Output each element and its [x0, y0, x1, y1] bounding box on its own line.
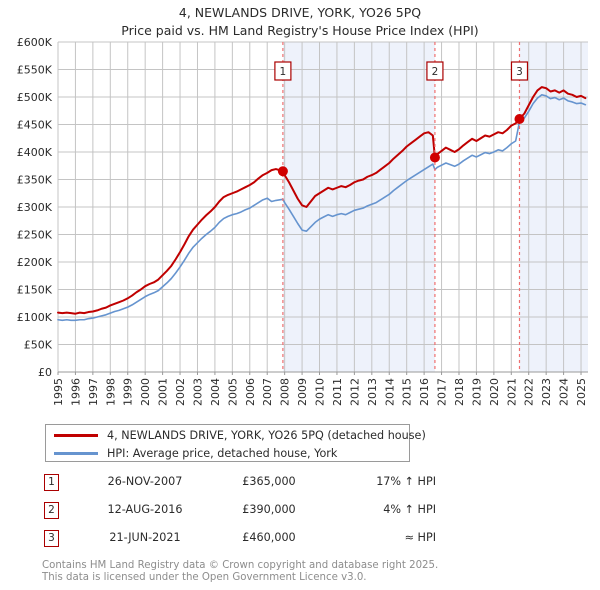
svg-text:2019: 2019 — [470, 378, 483, 406]
footer-line-2: This data is licensed under the Open Gov… — [42, 572, 367, 583]
txn-date: 26-NOV-2007 — [107, 475, 183, 488]
svg-text:1: 1 — [280, 66, 287, 78]
legend-label-hpi: HPI: Average price, detached house, York — [107, 446, 338, 460]
txn-hpi-delta: ≈ HPI — [404, 531, 436, 544]
chart-marker-points — [277, 114, 525, 177]
footer-attribution: Contains HM Land Registry data © Crown c… — [42, 560, 562, 584]
svg-text:£600K: £600K — [17, 36, 53, 49]
txn-date: 21-JUN-2021 — [109, 531, 181, 544]
svg-text:2013: 2013 — [366, 378, 379, 406]
svg-text:£550K: £550K — [17, 64, 53, 77]
svg-text:2004: 2004 — [209, 378, 222, 406]
svg-text:£450K: £450K — [17, 119, 53, 132]
chart-marker-lines — [282, 42, 521, 372]
svg-text:£200K: £200K — [17, 256, 53, 269]
legend-swatch-property — [54, 433, 98, 437]
svg-text:£250K: £250K — [17, 229, 53, 242]
table-row[interactable]: 2 12-AUG-2016 £390,000 4% ↑ HPI — [44, 500, 444, 528]
txn-price: £460,000 — [242, 531, 296, 544]
chart-marker-badges[interactable]: 1 2 3 — [274, 61, 529, 81]
chart-gridlines — [57, 41, 588, 373]
svg-text:1999: 1999 — [122, 378, 135, 406]
footer-line-1: Contains HM Land Registry data © Crown c… — [42, 560, 439, 571]
svg-text:2016: 2016 — [418, 378, 431, 406]
svg-text:2018: 2018 — [453, 378, 466, 406]
svg-text:£150K: £150K — [17, 284, 53, 297]
svg-text:2008: 2008 — [279, 378, 292, 406]
svg-text:£400K: £400K — [17, 146, 53, 159]
svg-text:2001: 2001 — [157, 378, 170, 406]
svg-text:2000: 2000 — [139, 378, 152, 406]
legend-item-property: 4, NEWLANDS DRIVE, YORK, YO26 5PQ (detac… — [46, 426, 426, 444]
svg-text:2002: 2002 — [174, 378, 187, 406]
svg-text:1998: 1998 — [104, 378, 117, 406]
page-subtitle: Price paid vs. HM Land Registry's House … — [121, 23, 479, 38]
svg-text:2023: 2023 — [540, 378, 553, 406]
svg-text:2014: 2014 — [383, 378, 396, 406]
hpi-line-chart: £0 £50K £100K £150K £200K £250K £300K £350K £400… — [17, 36, 588, 406]
svg-text:2025: 2025 — [575, 378, 588, 406]
txn-price: £365,000 — [242, 475, 296, 488]
txn-index-badge: 2 — [44, 502, 59, 519]
page-title: 4, NEWLANDS DRIVE, YORK, YO26 5PQ — [178, 5, 422, 20]
svg-text:1996: 1996 — [69, 378, 82, 406]
svg-text:£100K: £100K — [17, 311, 53, 324]
svg-text:£500K: £500K — [17, 91, 53, 104]
svg-text:2005: 2005 — [226, 378, 239, 406]
legend-item-hpi: HPI: Average price, detached house, York — [46, 444, 409, 462]
chart-title-block: 4, NEWLANDS DRIVE, YORK, YO26 5PQ Price … — [0, 4, 600, 40]
legend-label-property: 4, NEWLANDS DRIVE, YORK, YO26 5PQ (detac… — [107, 428, 426, 442]
txn-index-badge: 3 — [44, 530, 59, 547]
txn-hpi-delta: 17% ↑ HPI — [376, 475, 436, 488]
svg-text:2015: 2015 — [401, 378, 414, 406]
svg-text:3: 3 — [516, 66, 523, 78]
svg-text:£0: £0 — [38, 366, 52, 379]
legend-swatch-hpi — [54, 451, 98, 455]
chart-legend: 4, NEWLANDS DRIVE, YORK, YO26 5PQ (detac… — [45, 424, 426, 462]
svg-text:2020: 2020 — [488, 378, 501, 406]
svg-text:2010: 2010 — [314, 378, 327, 406]
svg-text:2011: 2011 — [331, 378, 344, 406]
svg-text:1997: 1997 — [87, 378, 100, 406]
svg-text:2012: 2012 — [348, 378, 361, 406]
svg-text:2006: 2006 — [244, 378, 257, 406]
svg-text:2009: 2009 — [296, 378, 309, 406]
svg-text:2021: 2021 — [505, 378, 518, 406]
table-row[interactable]: 3 21-JUN-2021 £460,000 ≈ HPI — [44, 528, 444, 556]
svg-text:2: 2 — [432, 66, 439, 78]
svg-text:2022: 2022 — [523, 378, 536, 406]
svg-text:1995: 1995 — [52, 378, 65, 406]
svg-text:£300K: £300K — [17, 201, 53, 214]
txn-index-badge: 1 — [44, 474, 59, 491]
chart-axis-labels: £0 £50K £100K £150K £200K £250K £300K £350K £400… — [17, 36, 53, 379]
svg-text:2003: 2003 — [191, 378, 204, 406]
svg-text:2017: 2017 — [436, 378, 449, 406]
svg-text:£350K: £350K — [17, 174, 53, 187]
chart-x-axis-labels: 1995 1996 1997 1998 1999 2000 2001 2002 2003 2004… — [52, 372, 588, 406]
txn-hpi-delta: 4% ↑ HPI — [383, 503, 436, 516]
table-row[interactable]: 1 26-NOV-2007 £365,000 17% ↑ HPI — [44, 472, 444, 500]
svg-text:2024: 2024 — [558, 378, 571, 406]
svg-text:2007: 2007 — [261, 378, 274, 406]
transactions-table: 1 26-NOV-2007 £365,000 17% ↑ HPI 2 12-AU… — [44, 472, 444, 556]
txn-price: £390,000 — [242, 503, 296, 516]
chart-series-lines — [57, 86, 587, 322]
txn-date: 12-AUG-2016 — [107, 503, 183, 516]
svg-text:£50K: £50K — [24, 339, 53, 352]
